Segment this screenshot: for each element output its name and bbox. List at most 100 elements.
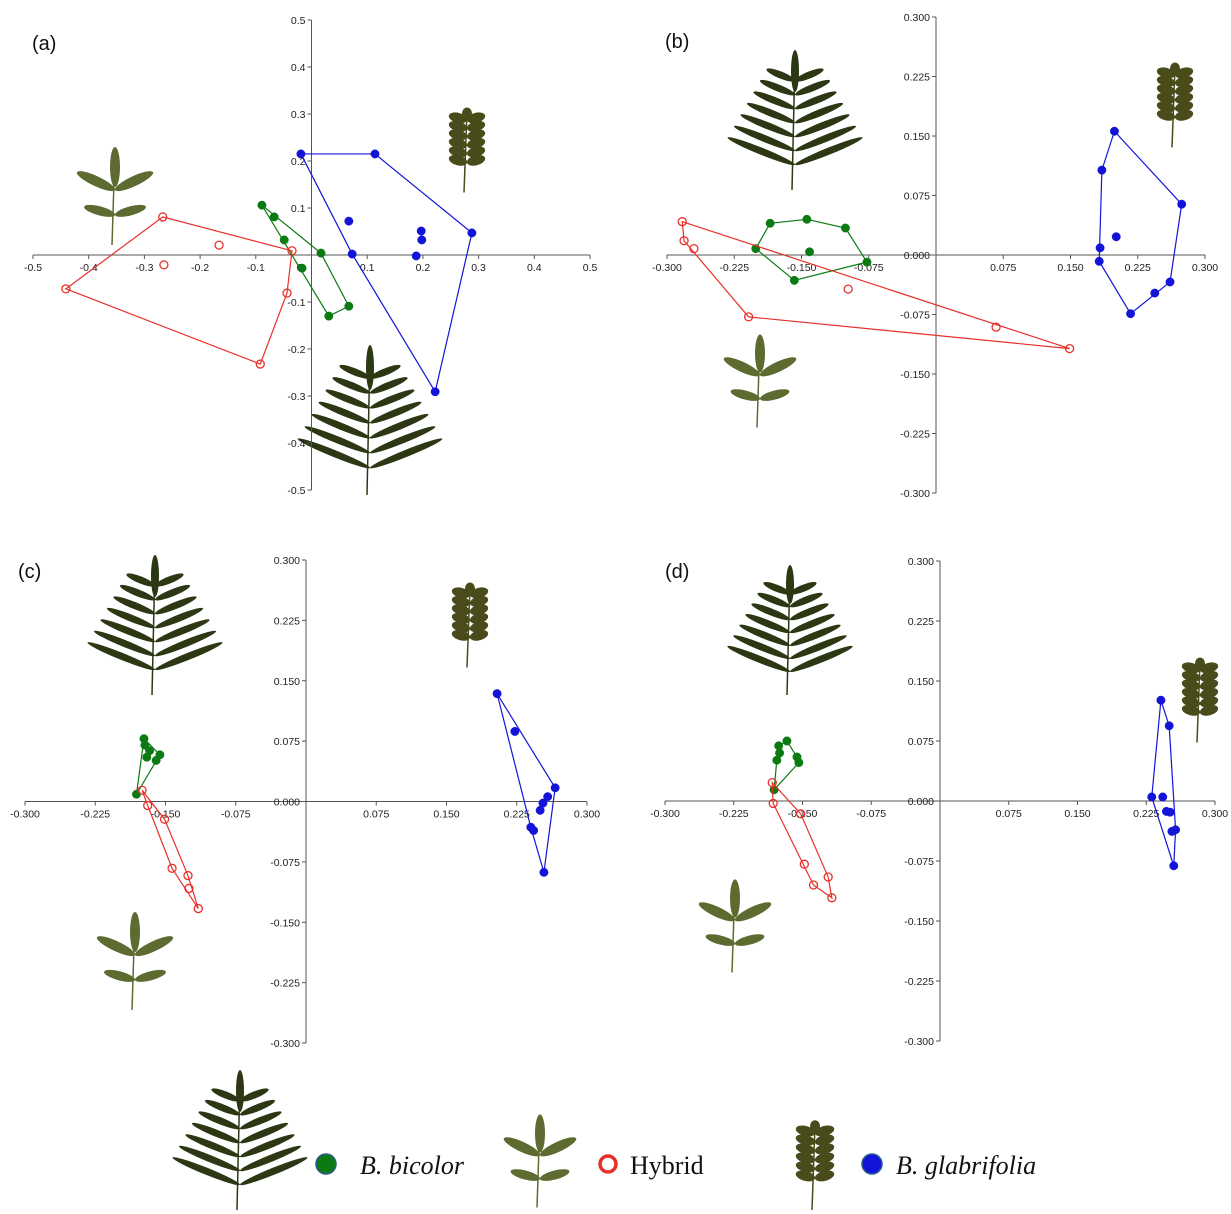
leaflet — [1181, 704, 1201, 716]
x-tick-label: 0.225 — [504, 809, 530, 821]
x-tick-label: -0.225 — [719, 808, 749, 820]
data-point — [805, 247, 815, 257]
convex-hull — [681, 220, 1070, 350]
data-point — [1097, 165, 1107, 175]
data-point — [417, 235, 427, 245]
panel-label: (a) — [32, 33, 56, 55]
data-point — [324, 311, 334, 321]
leaflet — [535, 1114, 545, 1153]
leaflet — [96, 936, 136, 957]
leaflet — [1156, 84, 1176, 96]
leaflet — [723, 357, 761, 377]
leaflet — [539, 1137, 577, 1157]
x-tick-label: 0.150 — [1064, 808, 1090, 820]
x-tick-label: 0.300 — [1192, 262, 1218, 274]
data-point — [1111, 232, 1121, 242]
leaflet — [759, 79, 796, 96]
legend-marker — [315, 1153, 337, 1175]
x-tick-label: -0.075 — [854, 262, 884, 274]
x-tick-label: -0.4 — [80, 262, 98, 274]
leaflet — [76, 171, 116, 192]
leaf-image — [76, 147, 154, 246]
leaflet — [510, 1169, 541, 1181]
leaflet — [451, 612, 471, 624]
y-tick-label: 0.2 — [291, 156, 306, 168]
leaflet — [794, 68, 824, 82]
leaflet — [466, 154, 486, 166]
data-point — [823, 872, 833, 882]
data-point — [1150, 288, 1160, 298]
data-point — [344, 301, 354, 311]
leaflet — [239, 1088, 269, 1102]
x-tick-label: 0.300 — [574, 809, 600, 821]
data-point — [193, 903, 203, 914]
y-tick-label: 0.3 — [291, 109, 306, 121]
leaflet — [1174, 101, 1194, 113]
leaf-image — [172, 1070, 308, 1211]
leaflet — [366, 345, 374, 390]
leaflet — [791, 50, 799, 92]
data-point — [782, 736, 792, 746]
leaflet — [789, 624, 841, 647]
leaflet — [466, 120, 486, 132]
leaflet — [1195, 657, 1205, 670]
leaflet — [448, 120, 468, 132]
data-point — [1109, 126, 1119, 136]
data-point — [158, 212, 168, 222]
leaflet — [794, 137, 863, 166]
panel-label: (b) — [665, 31, 689, 53]
leaflet — [795, 1170, 816, 1182]
leaflet — [239, 1134, 295, 1158]
x-tick-label: -0.2 — [191, 262, 209, 274]
data-point — [1095, 243, 1105, 253]
y-tick-label: -0.150 — [270, 917, 300, 929]
leaf-image — [448, 107, 486, 193]
leaflet — [84, 204, 116, 217]
leaflet — [87, 642, 156, 671]
data-point — [1169, 861, 1179, 871]
x-tick-label: 0.3 — [471, 262, 486, 274]
x-tick-label: -0.150 — [151, 809, 181, 821]
y-tick-label: 0.075 — [908, 736, 934, 748]
leaflet — [753, 91, 796, 110]
x-tick-label: -0.3 — [135, 262, 153, 274]
data-point — [1064, 343, 1075, 354]
leaflet — [789, 603, 829, 621]
data-point — [550, 783, 560, 793]
leaflet — [469, 612, 489, 624]
data-point — [794, 758, 804, 768]
leaf-image — [698, 879, 772, 973]
leaflet — [814, 1161, 835, 1173]
leaf-image — [1156, 62, 1194, 148]
y-tick-label: -0.300 — [900, 488, 930, 500]
data-point — [529, 826, 539, 835]
leaflet — [789, 592, 823, 608]
data-point — [799, 859, 809, 869]
leaflet — [236, 1070, 244, 1112]
data-point — [808, 880, 819, 890]
leaflet — [114, 171, 154, 192]
leaflet — [814, 1152, 835, 1164]
y-tick-label: 0.4 — [291, 62, 306, 74]
leaflet — [325, 389, 371, 409]
leaflet — [789, 581, 817, 595]
y-tick-label: 0.300 — [908, 556, 934, 568]
leaflet — [119, 584, 156, 601]
data-point — [316, 248, 326, 258]
leaflet — [1181, 670, 1201, 682]
y-tick-label: -0.300 — [270, 1038, 300, 1050]
data-point — [255, 359, 265, 369]
leaflet — [154, 573, 184, 587]
y-tick-label: 0.300 — [274, 555, 300, 567]
leaflet — [311, 413, 371, 439]
leaflet — [1181, 687, 1201, 699]
data-point — [1177, 199, 1187, 209]
leaflet — [448, 154, 468, 166]
data-point — [677, 217, 687, 227]
leaflet — [239, 1111, 282, 1130]
y-tick-label: -0.1 — [287, 297, 305, 309]
x-tick-label: 0.300 — [1202, 808, 1228, 820]
leaf-image — [297, 345, 443, 496]
y-tick-label: 0.150 — [904, 131, 930, 143]
